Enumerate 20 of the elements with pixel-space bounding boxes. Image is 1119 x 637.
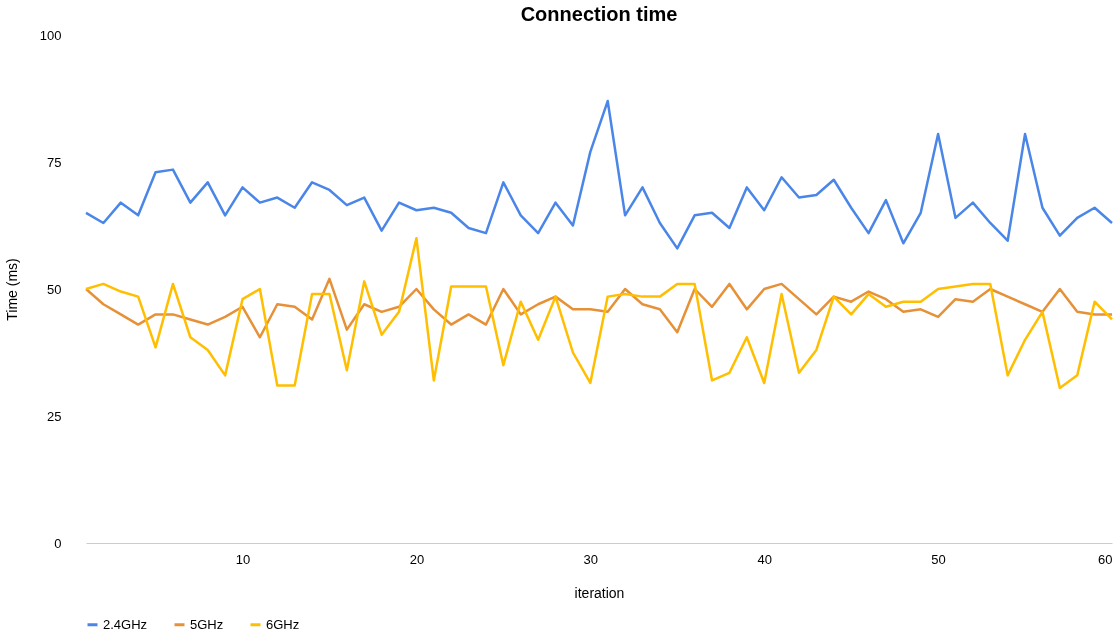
line-series xyxy=(84,99,1114,250)
y-tick-label: 100 xyxy=(39,27,62,43)
line-series xyxy=(84,277,1114,339)
x-tick-label: 30 xyxy=(583,551,599,567)
y-tick-label: 0 xyxy=(54,535,62,551)
x-axis-title: iteration xyxy=(574,584,625,601)
x-tick-label: 50 xyxy=(931,551,946,567)
chart-title: Connection time xyxy=(520,3,678,25)
x-tick-label: 20 xyxy=(409,551,425,567)
line-series xyxy=(84,236,1114,390)
legend-label: 2.4GHz xyxy=(103,616,148,632)
y-tick-label: 50 xyxy=(47,281,62,297)
y-axis-title: Time (ms) xyxy=(3,258,20,321)
x-tick-label: 40 xyxy=(757,551,772,567)
legend-label: 6GHz xyxy=(266,616,300,632)
y-tick-label: 25 xyxy=(47,408,62,424)
x-tick-label: 60 xyxy=(1098,551,1113,567)
legend-label: 5GHz xyxy=(190,616,224,632)
y-tick-label: 75 xyxy=(47,154,62,170)
x-tick-label: 10 xyxy=(235,551,251,567)
